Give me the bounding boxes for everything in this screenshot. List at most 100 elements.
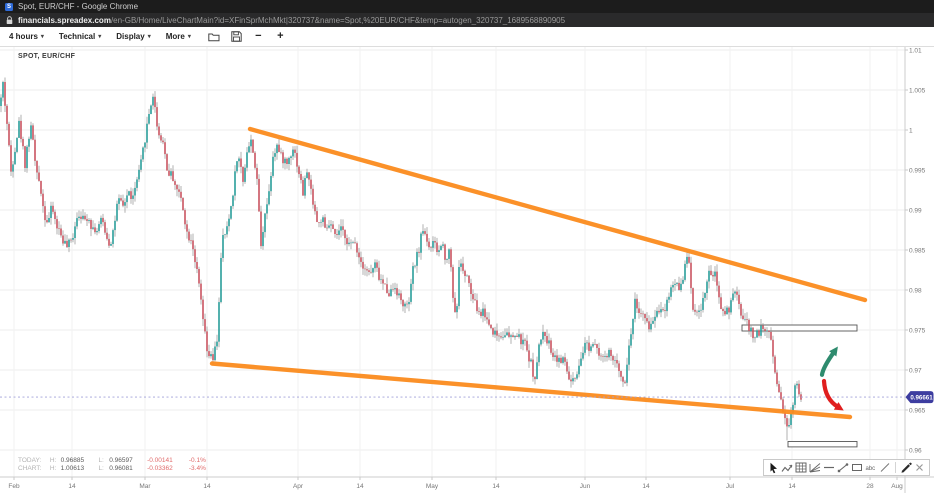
more-label: More xyxy=(165,32,185,41)
chevron-down-icon: ▾ xyxy=(98,34,102,40)
pencil-icon xyxy=(901,462,912,473)
x-axis-label: 14 xyxy=(788,483,796,490)
address-bar[interactable]: financials.spreadex.com/en-GB/Home/LiveC… xyxy=(0,13,934,27)
url-text: financials.spreadex.com/en-GB/Home/LiveC… xyxy=(18,16,565,25)
trendline-tool[interactable] xyxy=(837,462,849,474)
x-axis-label: Mar xyxy=(139,483,151,490)
save-icon xyxy=(231,31,242,42)
today-high: 0.96885 xyxy=(60,457,85,464)
drawing-toolbar: abc xyxy=(763,459,930,476)
annotation-arrow-up[interactable] xyxy=(819,346,838,377)
y-axis-label: 1.005 xyxy=(909,87,926,94)
open-folder-icon xyxy=(208,33,220,41)
grid-tool[interactable] xyxy=(795,462,807,474)
last-price-tag-text: 0.96661 xyxy=(910,394,933,401)
chart-change-pct: -3.4% xyxy=(188,465,206,472)
rectangle-icon xyxy=(852,464,863,471)
zoom-out-button[interactable]: − xyxy=(252,30,265,43)
chart-high: 1.00613 xyxy=(60,465,85,472)
plus-icon: + xyxy=(277,30,284,42)
horizontal-line-tool[interactable] xyxy=(823,462,835,474)
symbol-label: SPOT, EUR/CHF xyxy=(18,53,76,60)
window-title: Spot, EUR/CHF - Google Chrome xyxy=(18,2,139,11)
x-axis-label: Jun xyxy=(580,483,591,490)
trendline[interactable] xyxy=(247,126,868,303)
x-axis-label: May xyxy=(426,483,439,490)
today-low: 0.96597 xyxy=(109,457,133,464)
svg-text:abc: abc xyxy=(866,466,876,472)
window-titlebar: S Spot, EUR/CHF - Google Chrome xyxy=(0,0,934,13)
today-change-pct: -0.1% xyxy=(188,457,206,464)
close-tool[interactable] xyxy=(914,462,925,474)
ray-icon xyxy=(880,463,890,472)
toolbar-divider xyxy=(895,462,896,473)
trendline[interactable] xyxy=(209,361,853,420)
more-dropdown[interactable]: More ▾ xyxy=(166,32,191,41)
chevron-down-icon: ▾ xyxy=(40,34,44,40)
zoom-in-button[interactable]: + xyxy=(274,30,287,43)
annotation-rectangle[interactable] xyxy=(741,324,858,332)
y-axis-label: 1.01 xyxy=(909,47,922,54)
grid-icon xyxy=(795,462,807,473)
fan-lines-icon xyxy=(809,463,821,473)
timeframe-dropdown[interactable]: 4 hours ▾ xyxy=(9,32,44,41)
text-tool[interactable]: abc xyxy=(865,462,877,474)
save-chart-button[interactable] xyxy=(230,30,243,43)
y-axis-label: 0.96 xyxy=(909,447,922,454)
rectangle-tool[interactable] xyxy=(851,462,863,474)
pencil-tool[interactable] xyxy=(900,462,912,474)
y-axis-label: 1 xyxy=(909,127,913,134)
display-dropdown[interactable]: Display ▾ xyxy=(116,32,150,41)
ray-tool[interactable] xyxy=(879,462,891,474)
chart-low: 0.96081 xyxy=(109,465,133,472)
chart-area: 1.01 1.005 1 0.995 0.99 0.985 0.98 0.975 0.97 0.9… xyxy=(0,47,934,493)
horizontal-line-icon xyxy=(824,466,835,469)
x-axis-label: 28 xyxy=(866,483,874,490)
price-chart-canvas[interactable]: 1.01 1.005 1 0.995 0.99 0.985 0.98 0.975 0.97 0.9… xyxy=(0,47,934,493)
chart-stats: TODAY: H: 0.96885 L: 0.96597 -0.00141 -0… xyxy=(18,457,215,473)
y-axis-label: 0.995 xyxy=(909,167,926,174)
y-axis-label: 0.99 xyxy=(909,207,922,214)
technical-dropdown[interactable]: Technical ▾ xyxy=(59,32,101,41)
url-path: /en-GB/Home/LiveChartMain?id=XFinSprMchM… xyxy=(110,15,566,25)
x-axis-label: Feb xyxy=(8,483,20,490)
x-axis-label: 14 xyxy=(356,483,364,490)
display-label: Display xyxy=(116,32,145,41)
y-axis-label: 0.975 xyxy=(909,327,926,334)
trendline-icon xyxy=(837,463,849,473)
close-icon xyxy=(916,464,923,471)
candle-wicks xyxy=(0,77,802,441)
chart-toolbar: 4 hours ▾ Technical ▾ Display ▾ More ▾ − xyxy=(0,27,934,47)
chevron-down-icon: ▾ xyxy=(187,34,191,40)
x-axis-label: Apr xyxy=(293,483,304,490)
y-axis-label: 0.985 xyxy=(909,247,926,254)
site-favicon-icon: S xyxy=(5,2,13,11)
chart-change: -0.03362 xyxy=(147,465,173,472)
x-axis-label: 14 xyxy=(492,483,500,490)
timeframe-label: 4 hours xyxy=(9,32,38,41)
technical-label: Technical xyxy=(58,32,96,41)
x-axis-label: Jul xyxy=(726,483,735,490)
y-axis-label: 0.965 xyxy=(909,407,926,414)
x-axis-label: Aug xyxy=(891,483,903,490)
text-icon: abc xyxy=(866,466,876,472)
minus-icon: − xyxy=(255,30,262,42)
url-domain: financials.spreadex.com xyxy=(18,15,111,25)
today-stats-row: TODAY: H: 0.96885 L: 0.96597 -0.00141 -0… xyxy=(18,457,215,465)
chart-stats-row: CHART: H: 1.00613 L: 0.96081 -0.03362 -3… xyxy=(18,465,215,473)
y-axis-label: 0.98 xyxy=(909,287,922,294)
y-axis-label: 0.97 xyxy=(909,367,922,374)
open-chart-button[interactable] xyxy=(208,30,221,43)
annotation-rectangle[interactable] xyxy=(787,441,858,448)
polyline-tool[interactable] xyxy=(781,462,793,474)
fan-lines-tool[interactable] xyxy=(809,462,821,474)
today-change: -0.00141 xyxy=(147,457,173,464)
annotation-arrow-down[interactable] xyxy=(821,378,844,411)
lock-icon xyxy=(6,15,13,24)
polyline-icon xyxy=(781,464,793,472)
x-axis-label: 14 xyxy=(642,483,650,490)
x-axis-label: 14 xyxy=(68,483,76,490)
last-price-tag xyxy=(905,391,934,404)
x-axis-label: 14 xyxy=(203,483,211,490)
cursor-tool[interactable] xyxy=(768,462,779,474)
